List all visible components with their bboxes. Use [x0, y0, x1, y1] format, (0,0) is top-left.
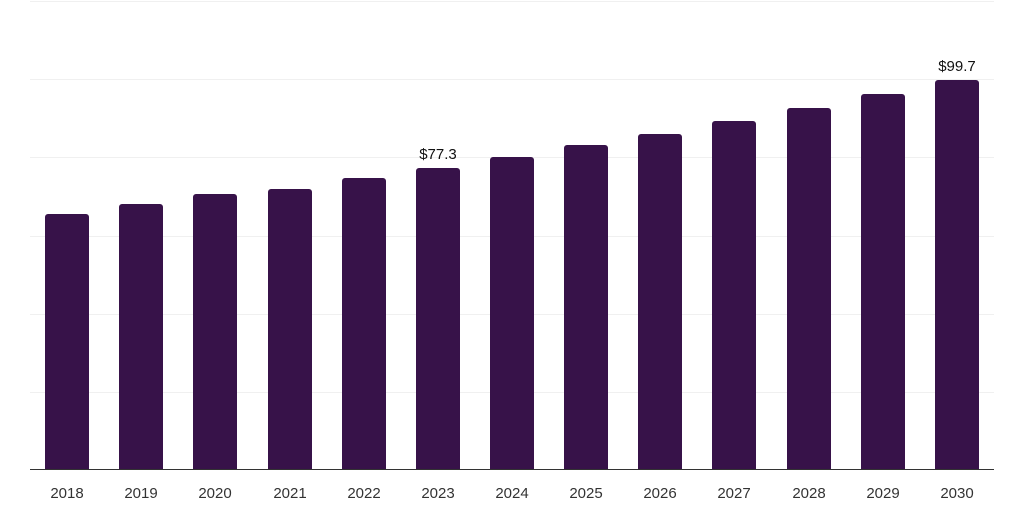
x-tick-label: 2022 [347, 485, 381, 502]
x-tick-label: 2027 [717, 485, 751, 502]
x-tick-label: 2029 [866, 485, 900, 502]
bar-2018[interactable] [45, 214, 89, 470]
data-label-2023: $77.3 [419, 146, 457, 163]
gridline [30, 1, 994, 2]
data-label-2030: $99.7 [938, 58, 976, 75]
x-tick-label: 2028 [792, 485, 826, 502]
x-tick-label: 2018 [50, 485, 84, 502]
gridline [30, 79, 994, 80]
x-tick-label: 2021 [273, 485, 307, 502]
bar-2021[interactable] [268, 189, 312, 470]
bar-2027[interactable] [712, 121, 756, 470]
x-tick-label: 2020 [198, 485, 232, 502]
x-tick-label: 2024 [495, 485, 529, 502]
bar-2030[interactable] [935, 80, 979, 470]
bar-2025[interactable] [564, 145, 608, 470]
bar-2020[interactable] [193, 194, 237, 470]
bar-2029[interactable] [861, 94, 905, 470]
x-axis-line [30, 469, 994, 470]
x-tick-label: 2025 [569, 485, 603, 502]
bar-2026[interactable] [638, 134, 682, 470]
bar-2022[interactable] [342, 178, 386, 470]
x-tick-label: 2030 [940, 485, 974, 502]
x-tick-label: 2019 [124, 485, 158, 502]
bar-2023[interactable] [416, 168, 460, 470]
bar-2024[interactable] [490, 157, 534, 470]
bar-2019[interactable] [119, 204, 163, 470]
bar-2028[interactable] [787, 108, 831, 470]
x-tick-label: 2023 [421, 485, 455, 502]
x-tick-label: 2026 [643, 485, 677, 502]
